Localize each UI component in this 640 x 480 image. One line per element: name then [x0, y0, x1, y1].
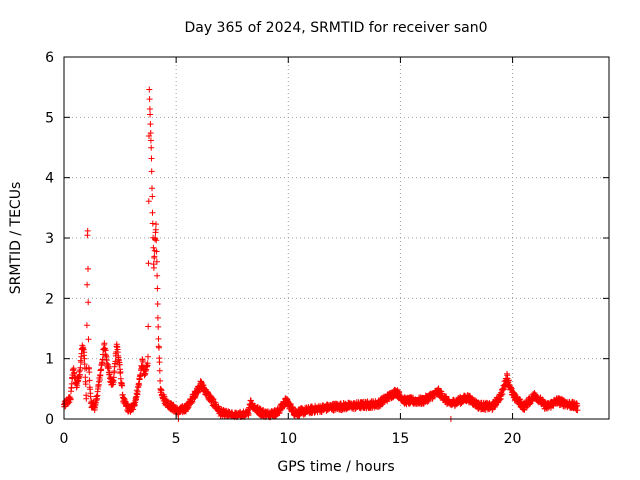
data-point	[139, 358, 146, 365]
data-point	[156, 359, 163, 366]
data-point	[67, 395, 74, 402]
data-point	[85, 299, 92, 306]
data-point	[541, 399, 548, 406]
grid	[64, 57, 609, 419]
data-point	[147, 111, 154, 118]
data-point	[511, 390, 518, 397]
data-point	[136, 382, 143, 389]
data-point	[82, 381, 89, 388]
data-point	[574, 407, 581, 414]
data-point	[147, 121, 154, 128]
x-tick-label: 5	[172, 431, 181, 447]
data-point	[119, 382, 126, 389]
data-point	[526, 401, 533, 408]
y-tick-label: 1	[45, 352, 54, 368]
y-tick-label: 0	[45, 412, 54, 428]
data-point	[147, 130, 154, 136]
data-point	[78, 359, 84, 366]
data-point	[81, 355, 88, 362]
data-point	[83, 395, 90, 402]
tick-labels: 0 5 10 15 20 0 1 2 3 4 5 6	[45, 50, 521, 447]
data-point	[153, 237, 160, 244]
data-point	[157, 377, 164, 384]
data-point	[156, 344, 162, 351]
data-point	[145, 323, 152, 330]
y-tick-label: 4	[45, 171, 54, 187]
data-point	[149, 185, 155, 192]
data-point	[150, 264, 157, 271]
data-point	[145, 353, 151, 360]
data-point	[83, 322, 90, 329]
data-point	[81, 349, 88, 356]
data-point	[86, 377, 93, 384]
data-point	[146, 106, 153, 112]
data-point	[146, 86, 153, 93]
data-point	[154, 301, 161, 307]
data-point	[153, 248, 160, 255]
data-point	[499, 391, 506, 397]
data-point	[117, 369, 124, 375]
data-point	[154, 272, 161, 279]
data-point	[102, 347, 109, 354]
data-point	[77, 364, 84, 371]
x-tick-label: 0	[60, 431, 69, 447]
data-point	[145, 260, 152, 267]
y-tick-label: 3	[45, 231, 54, 247]
data-point	[148, 155, 155, 162]
data-point	[85, 336, 92, 343]
y-tick-label: 6	[45, 50, 54, 66]
data-point	[145, 198, 152, 205]
data-point	[152, 226, 159, 233]
data-point	[112, 358, 119, 365]
data-point	[154, 285, 161, 292]
data-point	[148, 168, 155, 175]
data-point	[155, 323, 162, 330]
chart-title: Day 365 of 2024, SRMTID for receiver san…	[184, 20, 487, 36]
data-point	[150, 244, 157, 251]
data-point	[144, 360, 151, 367]
x-tick-label: 10	[279, 431, 297, 447]
data-point	[86, 369, 93, 376]
data-point	[149, 220, 156, 227]
x-tick-label: 20	[504, 431, 522, 447]
y-tick-label: 5	[45, 110, 54, 126]
y-axis-label: SRMTID / TECUs	[8, 182, 24, 295]
data-point	[146, 96, 153, 103]
data-point	[153, 221, 159, 228]
data-point	[153, 258, 160, 265]
data-point	[491, 404, 498, 410]
data-point	[149, 193, 156, 200]
x-tick-label: 15	[392, 431, 410, 447]
x-axis-label: GPS time / hours	[277, 459, 394, 475]
data-point	[154, 314, 161, 321]
data-point	[84, 281, 91, 288]
data-point	[148, 144, 155, 151]
axis-ticks	[63, 56, 609, 420]
y-tick-label: 2	[45, 291, 54, 307]
data-point	[87, 393, 94, 400]
data-point	[151, 253, 158, 260]
data-point	[97, 372, 104, 379]
data-point	[155, 335, 162, 342]
data-point	[71, 369, 78, 376]
data-point	[85, 265, 91, 272]
data-point	[156, 367, 163, 374]
data-point	[147, 137, 154, 144]
data-point	[149, 209, 156, 216]
data-point	[84, 227, 91, 234]
